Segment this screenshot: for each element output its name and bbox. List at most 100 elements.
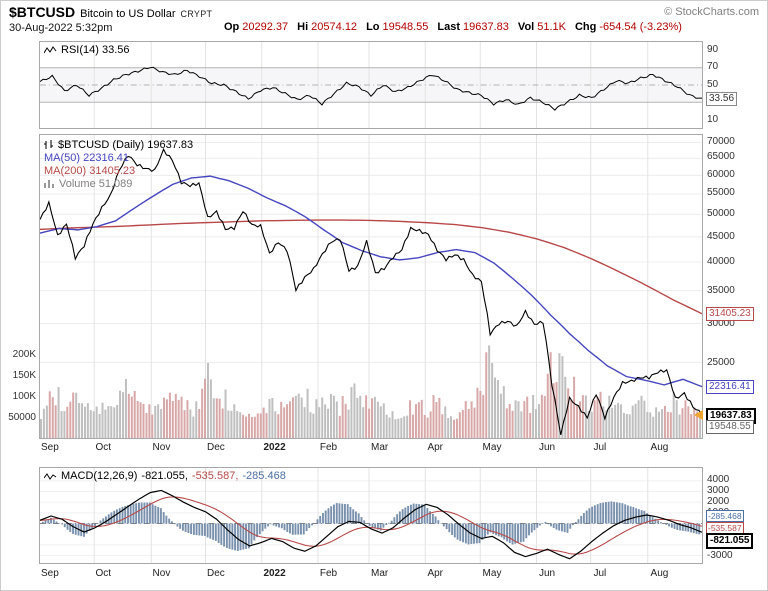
main-price-panel: [39, 134, 703, 439]
main-legend: $BTCUSD (Daily) 19637.83 MA(50) 22316.41…: [44, 138, 193, 190]
axis-label: 90: [707, 43, 719, 55]
month-label: Aug: [650, 568, 669, 579]
high-label: Hi: [297, 21, 309, 33]
axis-label: -3000: [707, 550, 733, 562]
quote-volume: Vol 51.1K: [518, 21, 566, 33]
macd-value: -821.055,: [141, 470, 188, 482]
axis-label: 60000: [707, 168, 735, 180]
axis-label: -285.468: [706, 509, 744, 522]
volume-bars-icon: [44, 180, 54, 188]
macd-legend-name: MACD(12,26,9): [61, 470, 138, 482]
month-label: Dec: [207, 442, 225, 453]
quote-open: Op 20292.37: [224, 21, 288, 33]
axis-label: 4000: [707, 474, 730, 486]
axis-label: 19548.55: [706, 419, 754, 434]
axis-label: 1000: [707, 506, 730, 518]
macd-legend: MACD(12,26,9) -821.055, -535.587, -285.4…: [44, 470, 286, 482]
axis-label: 31405.23: [706, 306, 754, 321]
axis-label: 2000: [707, 495, 730, 507]
axis-label: 100K: [12, 391, 36, 402]
chart-header: $BTCUSD Bitcoin to US Dollar CRYPT: [9, 4, 212, 20]
axis-label: 200K: [12, 349, 36, 360]
month-label: Mar: [371, 568, 389, 579]
low-value: 19548.55: [382, 21, 429, 33]
axis-label: 150K: [12, 370, 36, 381]
price-legend-row: $BTCUSD (Daily) 19637.83: [44, 138, 193, 151]
month-label: May: [482, 568, 502, 579]
axis-label: 50: [707, 79, 719, 90]
month-label: Nov: [152, 568, 171, 579]
month-label: Feb: [319, 442, 338, 453]
rsi-legend: RSI(14) 33.56: [44, 44, 129, 56]
month-label: Sep: [41, 568, 59, 579]
quote-high: Hi 20574.12: [297, 21, 357, 33]
axis-label: 40000: [707, 255, 735, 267]
axis-label: -2000: [707, 539, 733, 551]
volume-label: Vol: [517, 21, 535, 33]
quote-strip: Op 20292.37 Hi 20574.12 Lo 19548.55 Last 196…: [224, 21, 682, 33]
price-legend-label: $BTCUSD (Daily) 19637.83: [58, 138, 194, 151]
month-label: Feb: [319, 568, 338, 579]
macd-panel: [39, 467, 703, 564]
month-label: Jul: [593, 568, 607, 579]
axis-label: 70: [707, 61, 719, 73]
macd-histogram-value: -285.468: [242, 470, 286, 482]
ma200-legend-label: MA(200) 31405.23: [44, 164, 136, 177]
macd-icon: [44, 472, 57, 480]
month-label: 2022: [263, 442, 286, 453]
axis-label: 55000: [707, 187, 735, 199]
axis-label: 50000: [707, 207, 735, 219]
axis-label: 35000: [707, 284, 735, 296]
open-value: 20292.37: [242, 21, 289, 33]
change-value: -654.54 (-3.23%): [599, 21, 682, 33]
volume-legend-label: Volume 51,089: [59, 177, 133, 190]
macd-signal-value: -535.587,: [191, 470, 239, 482]
symbol-name: Bitcoin to US Dollar: [80, 8, 176, 20]
axis-label: 30: [707, 96, 719, 108]
axis-label: 10: [707, 114, 719, 126]
main-svg: [40, 135, 702, 438]
month-label: Sep: [41, 442, 59, 453]
month-label: Mar: [371, 442, 389, 453]
change-label: Chg: [574, 21, 597, 33]
month-label: Aug: [650, 442, 669, 453]
axis-label: -821.055: [706, 532, 754, 549]
low-label: Lo: [366, 21, 380, 33]
axis-label: 50000: [8, 412, 36, 423]
month-label: Nov: [152, 442, 171, 453]
ma50-legend-row: MA(50) 22316.41: [44, 151, 193, 164]
month-label: Jul: [593, 442, 607, 453]
axis-label: 19637.83: [706, 407, 756, 424]
month-label: May: [482, 442, 502, 453]
high-value: 20574.12: [311, 21, 358, 33]
axis-label: 65000: [707, 151, 735, 163]
quote-low: Lo 19548.55: [366, 21, 428, 33]
volume-legend-row: Volume 51,089: [44, 177, 193, 190]
month-label: 2022: [263, 568, 286, 579]
month-label: Jun: [539, 568, 556, 579]
month-label: Apr: [427, 442, 443, 453]
chart-datetime: 30-Aug-2022 5:32pm: [9, 22, 113, 34]
month-label: Apr: [427, 568, 443, 579]
last-label: Last: [437, 21, 461, 33]
month-label: Dec: [207, 568, 225, 579]
axis-label: -535.587: [706, 521, 744, 534]
stockcharts-copyright: © StockCharts.com: [664, 6, 759, 18]
exchange-code: CRYPT: [180, 9, 213, 19]
rsi-legend-label: RSI(14) 33.56: [61, 44, 130, 56]
axis-label: 70000: [707, 135, 735, 147]
ma50-legend-label: MA(50) 22316.41: [44, 151, 129, 164]
rsi-svg: [40, 42, 702, 128]
last-value: 19637.83: [463, 21, 509, 33]
month-label: Oct: [95, 568, 111, 579]
macd-svg: [40, 468, 702, 563]
rsi-icon: [44, 45, 57, 53]
axis-label: 33.56: [706, 92, 738, 107]
candlestick-icon: [44, 139, 53, 149]
axis-label: 30000: [707, 317, 735, 329]
symbol: $BTCUSD: [9, 4, 76, 20]
axis-label: 45000: [707, 230, 735, 242]
ma200-legend-row: MA(200) 31405.23: [44, 164, 193, 177]
quote-change: Chg -654.54 (-3.23%): [575, 21, 682, 33]
